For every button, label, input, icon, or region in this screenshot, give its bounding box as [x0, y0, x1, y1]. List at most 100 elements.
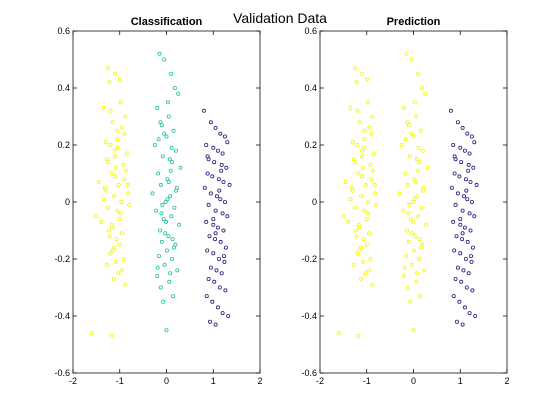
data-point	[458, 251, 463, 256]
data-point	[162, 57, 167, 62]
data-point	[336, 331, 341, 336]
data-point	[211, 222, 216, 227]
data-point	[226, 313, 231, 318]
data-point	[161, 299, 166, 304]
data-point	[167, 157, 172, 162]
data-point	[406, 239, 411, 244]
data-point	[172, 86, 177, 91]
data-point	[172, 205, 177, 210]
data-point	[119, 199, 124, 204]
data-point	[117, 217, 122, 222]
data-point	[210, 174, 215, 179]
data-point	[402, 265, 407, 270]
data-point	[171, 128, 176, 133]
data-point	[455, 265, 460, 270]
data-point	[399, 142, 404, 147]
data-point	[370, 168, 375, 173]
data-point	[158, 120, 163, 125]
data-point	[358, 276, 363, 281]
data-point	[113, 148, 118, 153]
data-point	[109, 171, 114, 176]
data-point	[103, 140, 108, 145]
data-point	[218, 197, 223, 202]
data-point	[416, 71, 421, 76]
data-point	[415, 271, 420, 276]
data-point	[373, 191, 378, 196]
data-point	[213, 208, 218, 213]
data-point	[206, 202, 211, 207]
data-point	[222, 134, 227, 139]
data-point	[177, 222, 182, 227]
data-point	[369, 177, 374, 182]
data-point	[225, 214, 230, 219]
data-point	[121, 162, 126, 167]
data-point	[422, 268, 427, 273]
data-point	[368, 162, 373, 167]
data-point	[225, 140, 230, 145]
data-point	[420, 148, 425, 153]
data-point	[222, 199, 227, 204]
data-point	[360, 148, 365, 153]
data-point	[202, 185, 207, 190]
data-point	[452, 154, 457, 159]
data-point	[451, 142, 456, 147]
data-point	[106, 66, 111, 71]
data-point	[103, 188, 108, 193]
data-point	[409, 262, 414, 267]
data-point	[353, 205, 358, 210]
y-tick-label: 0.4	[304, 83, 317, 93]
data-point	[455, 120, 460, 125]
data-point	[470, 288, 475, 293]
data-point	[371, 151, 376, 156]
data-point	[170, 294, 175, 299]
data-point	[409, 131, 414, 136]
data-point	[221, 179, 226, 184]
data-point	[468, 228, 473, 233]
data-point	[158, 285, 163, 290]
data-point	[360, 174, 365, 179]
data-point	[423, 91, 428, 96]
y-tick-label: -0.6	[301, 368, 317, 378]
data-point	[414, 157, 419, 162]
data-point	[452, 248, 457, 253]
data-point	[125, 182, 130, 187]
data-point	[416, 214, 421, 219]
data-point	[155, 105, 160, 110]
data-point	[465, 131, 470, 136]
data-point	[155, 265, 160, 270]
data-point	[458, 145, 463, 150]
data-point	[113, 174, 118, 179]
data-point	[411, 248, 416, 253]
data-point	[350, 140, 355, 145]
data-point	[405, 120, 410, 125]
data-point	[164, 328, 169, 333]
data-point	[415, 194, 420, 199]
data-point	[158, 182, 163, 187]
data-point	[121, 256, 126, 261]
data-point	[453, 202, 458, 207]
data-point	[123, 114, 128, 119]
data-point	[460, 237, 465, 242]
data-point	[127, 202, 132, 207]
data-point	[94, 214, 99, 219]
data-point	[166, 234, 171, 239]
y-tick-label: 0.2	[57, 140, 70, 150]
data-point	[113, 154, 118, 159]
data-point	[116, 182, 121, 187]
series-0	[336, 51, 430, 338]
data-point	[156, 137, 161, 142]
data-point	[454, 234, 459, 239]
data-point	[159, 211, 164, 216]
data-point	[451, 294, 456, 299]
data-point	[123, 282, 128, 287]
data-point	[407, 154, 412, 159]
data-point	[165, 197, 170, 202]
data-point	[353, 66, 358, 71]
x-tick-label: -2	[69, 376, 77, 386]
data-point	[469, 259, 474, 264]
data-point	[414, 279, 419, 284]
data-point	[173, 148, 178, 153]
data-point	[101, 105, 106, 110]
figure-title: Validation Data	[233, 10, 327, 26]
data-point	[152, 142, 157, 147]
